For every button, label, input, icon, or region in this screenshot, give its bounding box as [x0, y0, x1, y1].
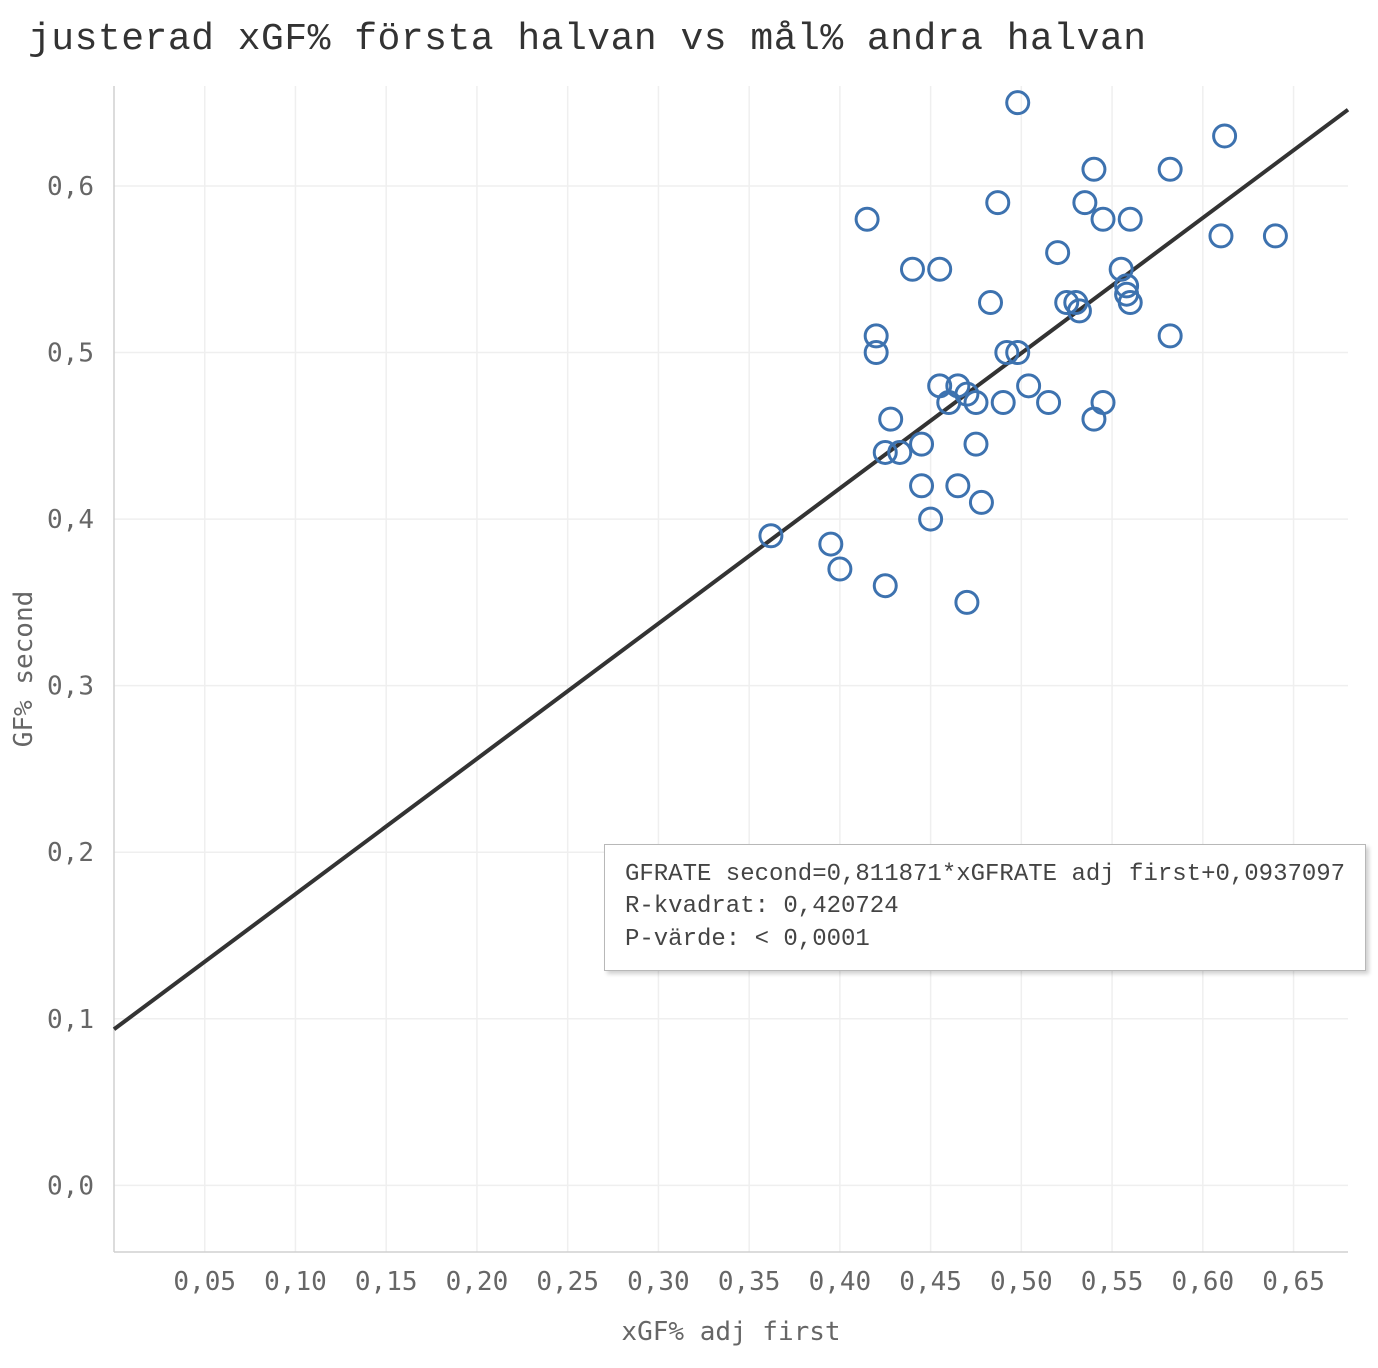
- svg-text:0,30: 0,30: [627, 1267, 690, 1297]
- x-tick-labels: 0,05 0,10 0,15 0,20 0,25 0,30 0,35 0,40 0,45 0,50…: [173, 1267, 1324, 1297]
- y-axis-label: GF% second: [9, 591, 39, 748]
- data-point: [901, 258, 923, 280]
- y-tick-labels: 0,0 0,1 0,2 0,3 0,4 0,5 0,6: [47, 172, 94, 1201]
- svg-text:0,2: 0,2: [47, 838, 94, 868]
- data-point: [1159, 158, 1181, 180]
- annotation-line: R-kvadrat: 0,420724: [625, 891, 1345, 923]
- svg-text:0,45: 0,45: [899, 1267, 962, 1297]
- data-point: [965, 433, 987, 455]
- svg-text:0,50: 0,50: [990, 1267, 1053, 1297]
- svg-text:0,0: 0,0: [47, 1171, 94, 1201]
- chart-title: justerad xGF% första halvan vs mål% andr…: [28, 18, 1147, 61]
- data-point: [1083, 158, 1105, 180]
- data-point: [929, 258, 951, 280]
- svg-text:0,15: 0,15: [355, 1267, 418, 1297]
- data-point: [992, 391, 1014, 413]
- data-point: [970, 491, 992, 513]
- data-point: [987, 192, 1009, 214]
- data-point: [1210, 225, 1232, 247]
- data-point: [1264, 225, 1286, 247]
- svg-text:0,1: 0,1: [47, 1005, 94, 1035]
- data-point: [1119, 208, 1141, 230]
- data-point: [1074, 192, 1096, 214]
- scatter-chart: 0,050,100,150,200,250,300,350,400,450,50…: [0, 0, 1378, 1368]
- regression-annotation: GFRATE second=0,811871*xGFRATE adj first…: [604, 844, 1366, 971]
- data-point: [1214, 125, 1236, 147]
- x-axis-label: xGF% adj first: [621, 1317, 840, 1347]
- svg-text:0,60: 0,60: [1172, 1267, 1235, 1297]
- data-point: [1038, 391, 1060, 413]
- svg-text:0,25: 0,25: [536, 1267, 599, 1297]
- svg-text:0,35: 0,35: [718, 1267, 781, 1297]
- data-point: [820, 533, 842, 555]
- svg-text:0,3: 0,3: [47, 672, 94, 702]
- annotation-line: P-värde: < 0,0001: [625, 924, 1345, 956]
- data-point: [856, 208, 878, 230]
- data-point: [1007, 92, 1029, 114]
- data-point: [911, 475, 933, 497]
- data-point: [1092, 391, 1114, 413]
- data-point: [956, 591, 978, 613]
- svg-text:0,5: 0,5: [47, 339, 94, 369]
- data-point: [880, 408, 902, 430]
- data-point: [874, 575, 896, 597]
- data-point: [1159, 325, 1181, 347]
- svg-text:0,05: 0,05: [173, 1267, 236, 1297]
- data-point: [1047, 242, 1069, 264]
- svg-text:0,55: 0,55: [1081, 1267, 1144, 1297]
- data-point: [947, 475, 969, 497]
- gridlines: [114, 86, 1348, 1252]
- svg-text:0,10: 0,10: [264, 1267, 327, 1297]
- annotation-line: GFRATE second=0,811871*xGFRATE adj first…: [625, 859, 1345, 891]
- data-point: [1083, 408, 1105, 430]
- data-point: [1092, 208, 1114, 230]
- data-point: [980, 292, 1002, 314]
- svg-text:0,6: 0,6: [47, 172, 94, 202]
- svg-text:0,4: 0,4: [47, 505, 94, 535]
- data-point: [911, 433, 933, 455]
- svg-text:0,40: 0,40: [809, 1267, 872, 1297]
- svg-text:0,65: 0,65: [1262, 1267, 1325, 1297]
- svg-text:0,20: 0,20: [446, 1267, 509, 1297]
